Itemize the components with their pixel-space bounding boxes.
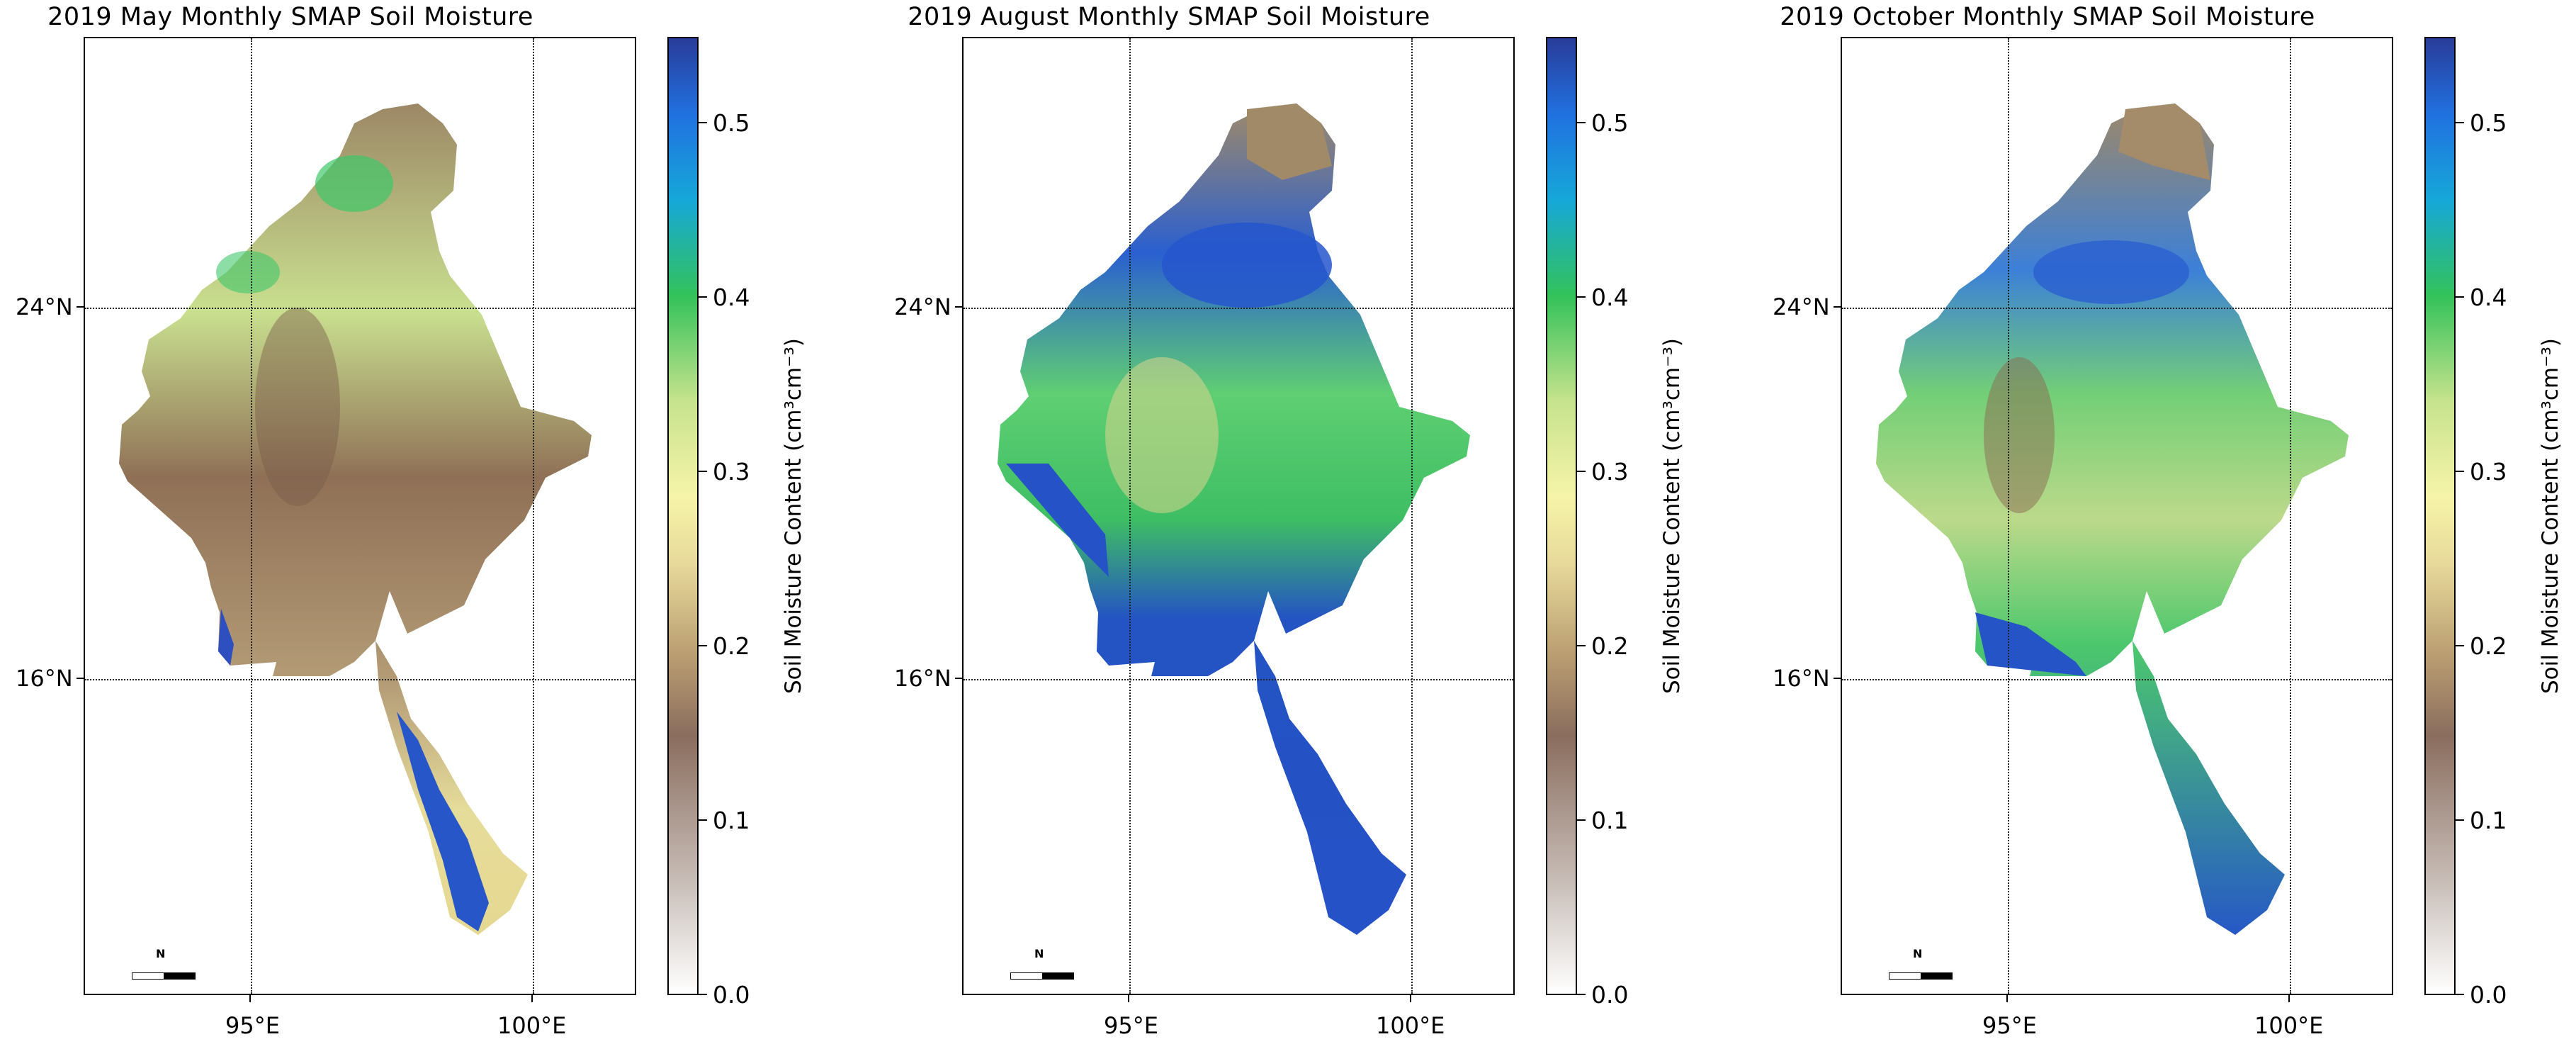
scale-bar [1010, 972, 1074, 980]
map-panel-october: 2019 October Monthly SMAP Soil Moisture [1757, 0, 2576, 1049]
colorbar-label: Soil Moisture Content (cm³cm⁻³) [2538, 337, 2563, 695]
lon-label-95e: 95°E [225, 1012, 280, 1039]
delta-wet-zone [218, 609, 234, 666]
colorbar [2424, 37, 2456, 995]
lat-label-24n: 24°N [1773, 293, 1830, 320]
north-arrow: N [1034, 947, 1044, 960]
panel-title: 2019 October Monthly SMAP Soil Moisture [1780, 3, 2315, 31]
lon-label-100e: 100°E [1376, 1012, 1445, 1039]
colorbar-tick: 0.2 [713, 632, 750, 660]
map-frame: N [84, 37, 636, 995]
colorbar-tick: 0.4 [1591, 284, 1629, 311]
coastal-wet-zone [397, 712, 489, 931]
lat-label-16n: 16°N [1773, 665, 1830, 692]
colorbar-tick: 0.4 [2470, 284, 2507, 311]
lat-label-24n: 24°N [894, 293, 951, 320]
north-moist-zone [315, 155, 393, 212]
map-frame: N [962, 37, 1515, 995]
lat-label-16n: 16°N [16, 665, 73, 692]
colorbar-tick: 0.5 [713, 109, 750, 137]
myanmar-soil-moisture-map [998, 103, 1470, 935]
lat-label-24n: 24°N [16, 293, 73, 320]
north-dry-zone [2118, 103, 2210, 180]
colorbar-tick: 0.0 [2470, 981, 2507, 1009]
north-arrow: N [1913, 947, 1923, 960]
north-arrow: N [156, 947, 166, 960]
colorbar [1546, 37, 1577, 995]
colorbar-tick: 0.3 [1591, 458, 1629, 486]
colorbar-tick: 0.5 [2470, 109, 2507, 137]
colorbar-tick: 0.2 [2470, 632, 2507, 660]
colorbar-tick: 0.2 [1591, 632, 1629, 660]
dry-patch [1984, 357, 2055, 513]
delta-wet-zone [1975, 612, 2086, 676]
country-outline [998, 103, 1470, 935]
panel-title: 2019 May Monthly SMAP Soil Moisture [47, 3, 533, 31]
colorbar-tick: 0.3 [2470, 458, 2507, 486]
scale-bar [132, 972, 196, 980]
colorbar-tick: 0.1 [1591, 807, 1629, 834]
colorbar-tick: 0.3 [713, 458, 750, 486]
lon-label-95e: 95°E [1104, 1012, 1158, 1039]
colorbar [667, 37, 699, 995]
colorbar-tick: 0.4 [713, 284, 750, 311]
lon-label-100e: 100°E [2254, 1012, 2324, 1039]
colorbar-tick: 0.0 [1591, 981, 1629, 1009]
north-wet-zone [2033, 240, 2189, 304]
map-panel-august: 2019 August Monthly SMAP Soil Moisture [879, 0, 1714, 1049]
colorbar-tick: 0.1 [2470, 807, 2507, 834]
colorbar-tick: 0.5 [1591, 109, 1629, 137]
west-coast-wet-zone [1006, 464, 1109, 577]
central-moderate-zone [1105, 357, 1219, 513]
north-dry-zone [1247, 103, 1332, 180]
map-panel-may: 2019 May Monthly SMAP Soil Moisture [0, 0, 836, 1049]
map-frame: N [1841, 37, 2393, 995]
colorbar-label: Soil Moisture Content (cm³cm⁻³) [781, 337, 806, 695]
colorbar-tick: 0.1 [713, 807, 750, 834]
north-wet-zone [1162, 223, 1332, 308]
dry-zone [255, 308, 340, 506]
colorbar-tick: 0.0 [713, 981, 750, 1009]
panel-title: 2019 August Monthly SMAP Soil Moisture [908, 3, 1430, 31]
moist-patch [216, 251, 280, 293]
lon-label-100e: 100°E [497, 1012, 567, 1039]
lat-label-16n: 16°N [894, 665, 951, 692]
country-outline [1876, 103, 2349, 935]
colorbar-label: Soil Moisture Content (cm³cm⁻³) [1659, 337, 1685, 695]
myanmar-soil-moisture-map [1876, 103, 2349, 935]
country-outline [119, 103, 592, 935]
lon-label-95e: 95°E [1982, 1012, 2037, 1039]
myanmar-soil-moisture-map [119, 103, 592, 935]
scale-bar [1889, 972, 1953, 980]
